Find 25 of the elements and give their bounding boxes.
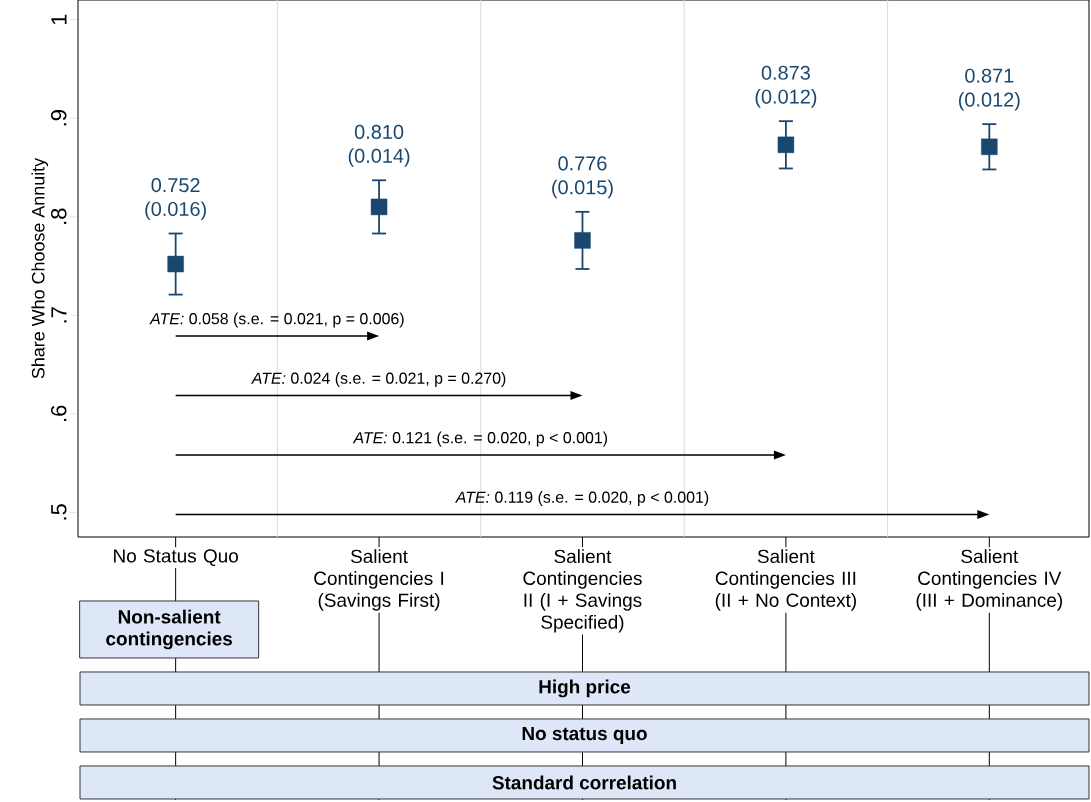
y-tick-label: .6 (50, 405, 67, 421)
y-tick-label: .8 (50, 208, 67, 224)
annotation: ATE: 0.058 (s.e. = 0.021, p = 0.006) (149, 312, 404, 328)
data-label: 0.810 (0.014) (348, 124, 410, 167)
annotation: ATE: 0.119 (s.e. = 0.020, p < 0.001) (454, 491, 709, 506)
y-tick-label: .5 (51, 504, 67, 520)
x-tick-label: Salient Contingencies II (I + Savings Specified) (523, 549, 642, 633)
text: Non-salient contingencies (106, 609, 233, 650)
data-label: 0.752 (0.016) (145, 178, 206, 220)
data-label: 0.871 (0.012) (958, 68, 1020, 111)
x-tick-label: Salient Contingencies III (II + No Context) (715, 549, 856, 611)
data-label: 0.776 (0.015) (552, 156, 613, 199)
data-label: 0.873 (0.012) (755, 65, 817, 108)
annotation: ATE: 0.024 (s.e. = 0.021, p = 0.270) (250, 372, 506, 387)
text: No status quo (522, 727, 647, 744)
y-axis-title: Share Who Choose Annuity (31, 157, 49, 379)
x-tick-label: Salient Contingencies IV (III + Dominance) (916, 549, 1063, 611)
annotation: ATE: 0.121 (s.e. = 0.020, p < 0.001) (352, 431, 608, 447)
x-tick-label: Salient Contingencies I (Savings First) (314, 549, 444, 611)
y-tick-label: .7 (51, 307, 67, 323)
y-tick-label: 1 (51, 14, 67, 25)
y-tick-label: .9 (50, 110, 67, 126)
x-tick-label: No Status Quo (114, 549, 238, 566)
text: High price (539, 679, 631, 698)
text: Standard correlation (492, 775, 676, 790)
